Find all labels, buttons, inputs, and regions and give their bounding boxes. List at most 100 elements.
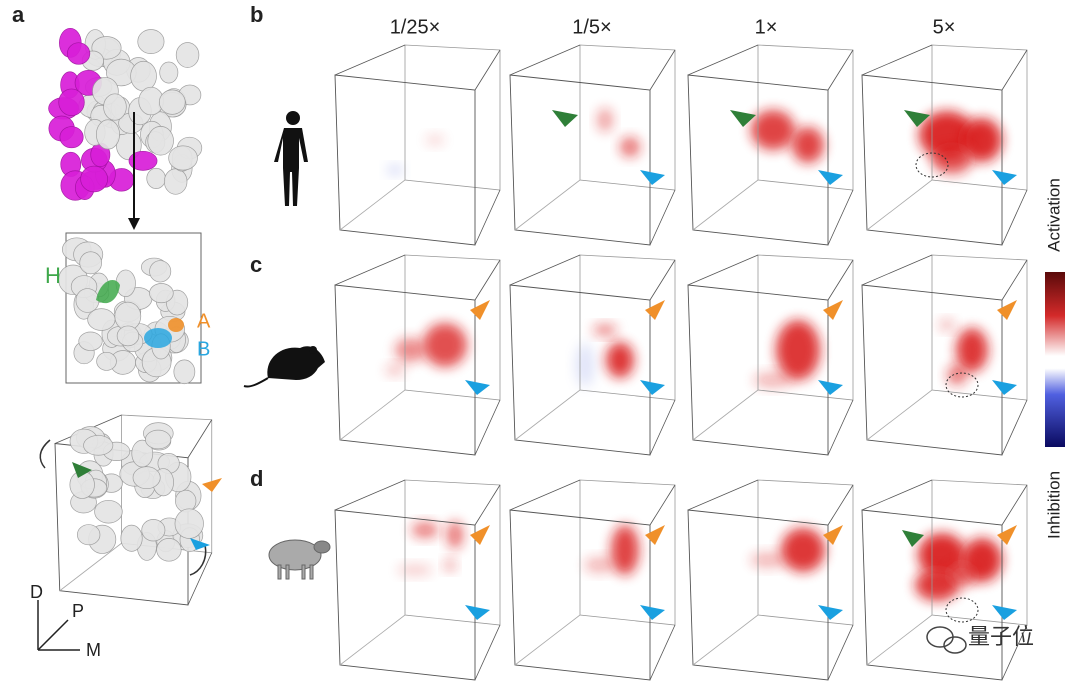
arrowhead	[997, 525, 1017, 545]
neuron	[78, 331, 103, 351]
axes-icon	[37, 600, 80, 651]
neuron-cluster	[58, 237, 196, 385]
neuron	[159, 61, 179, 84]
colorbar-label: Inhibition	[1044, 471, 1063, 539]
cube-edge	[474, 259, 501, 301]
neuron	[168, 145, 198, 171]
column-headers: 1/25× 1/5× 1× 5×	[390, 16, 956, 38]
cube-edge	[692, 614, 759, 666]
cube-edge	[514, 389, 581, 441]
cube-edge	[827, 624, 854, 681]
neuron	[77, 524, 101, 546]
cube-edge	[827, 49, 854, 91]
cube-edge	[687, 479, 759, 511]
activity-blob	[387, 165, 403, 175]
cube-edge	[649, 399, 676, 456]
cube-edge	[866, 614, 933, 666]
region-h	[96, 280, 120, 304]
activity-blob	[956, 328, 988, 372]
neuron	[149, 283, 174, 304]
activity-blob	[792, 127, 824, 163]
cube-edge	[692, 179, 759, 231]
watermark-icon	[926, 626, 967, 654]
neuron	[147, 126, 174, 156]
cube-edge	[339, 614, 406, 666]
neuron	[132, 466, 161, 490]
cube-edge	[187, 552, 213, 606]
activity-blob	[584, 557, 616, 573]
activity-blob	[948, 563, 976, 587]
arrowhead	[818, 380, 843, 395]
neuron	[175, 42, 200, 68]
arrowhead	[818, 170, 843, 185]
colorbar	[1045, 272, 1065, 447]
cube-edge	[866, 179, 933, 231]
region-label: A	[197, 310, 211, 332]
region-label: B	[197, 338, 210, 360]
neuron	[128, 150, 158, 171]
activity-blob	[447, 521, 463, 549]
neuron	[175, 489, 197, 513]
arrowhead-green	[72, 462, 92, 478]
cube-edge	[474, 49, 501, 91]
activity-blob	[751, 110, 795, 150]
activity-blob	[593, 324, 617, 336]
region-b	[144, 328, 172, 348]
activity-blob	[575, 343, 595, 387]
cube-edge	[509, 254, 581, 286]
arrowhead	[470, 525, 490, 545]
cube-edge	[649, 49, 676, 91]
cube-edge	[1001, 484, 1028, 526]
neuron	[141, 518, 166, 542]
sheep-icon	[268, 539, 331, 580]
rotate-arrow	[189, 544, 207, 576]
arrowhead	[465, 605, 490, 620]
neuron	[137, 29, 165, 54]
neuron	[158, 89, 186, 115]
cube-edge	[861, 254, 933, 286]
cube-edge	[1001, 49, 1028, 91]
rat-icon	[243, 346, 325, 388]
neuron	[83, 435, 114, 456]
neuron	[58, 88, 85, 116]
neuron	[173, 359, 196, 385]
axis-label: D	[30, 582, 43, 602]
activity-blob	[425, 134, 445, 146]
activity-blob	[939, 319, 955, 331]
arrowhead	[640, 605, 665, 620]
arrowhead	[992, 605, 1017, 620]
panel-label: c	[250, 252, 262, 277]
cube-edge	[827, 484, 854, 526]
cube-back	[404, 479, 501, 626]
activity-blob	[753, 372, 793, 388]
neuron	[130, 60, 157, 92]
human-icon	[274, 111, 308, 206]
activity-blob	[423, 323, 467, 367]
axis-label: P	[72, 601, 84, 621]
activity-blob	[932, 146, 972, 174]
arrowhead	[902, 530, 924, 547]
neuron	[67, 42, 91, 65]
activity-blob	[411, 522, 439, 538]
neuron	[120, 524, 143, 552]
neuron	[174, 508, 204, 539]
neuron	[149, 260, 172, 283]
outline	[915, 152, 949, 178]
neuron	[80, 165, 108, 193]
arrowhead-orange	[202, 478, 222, 492]
neuron	[163, 168, 188, 195]
cube-edge	[514, 614, 581, 666]
activity-blob	[776, 320, 820, 380]
cube-edge	[339, 179, 406, 231]
arrowhead	[128, 218, 140, 230]
cube-edge	[339, 389, 406, 441]
arrowhead	[645, 300, 665, 320]
neuron-cluster	[69, 422, 204, 562]
activity-blob	[397, 564, 433, 576]
activity-blob	[915, 569, 959, 601]
outline	[945, 597, 979, 623]
neuron	[145, 429, 172, 450]
arrowhead	[552, 110, 578, 127]
cube-edge	[649, 484, 676, 526]
cube-back	[404, 44, 501, 191]
